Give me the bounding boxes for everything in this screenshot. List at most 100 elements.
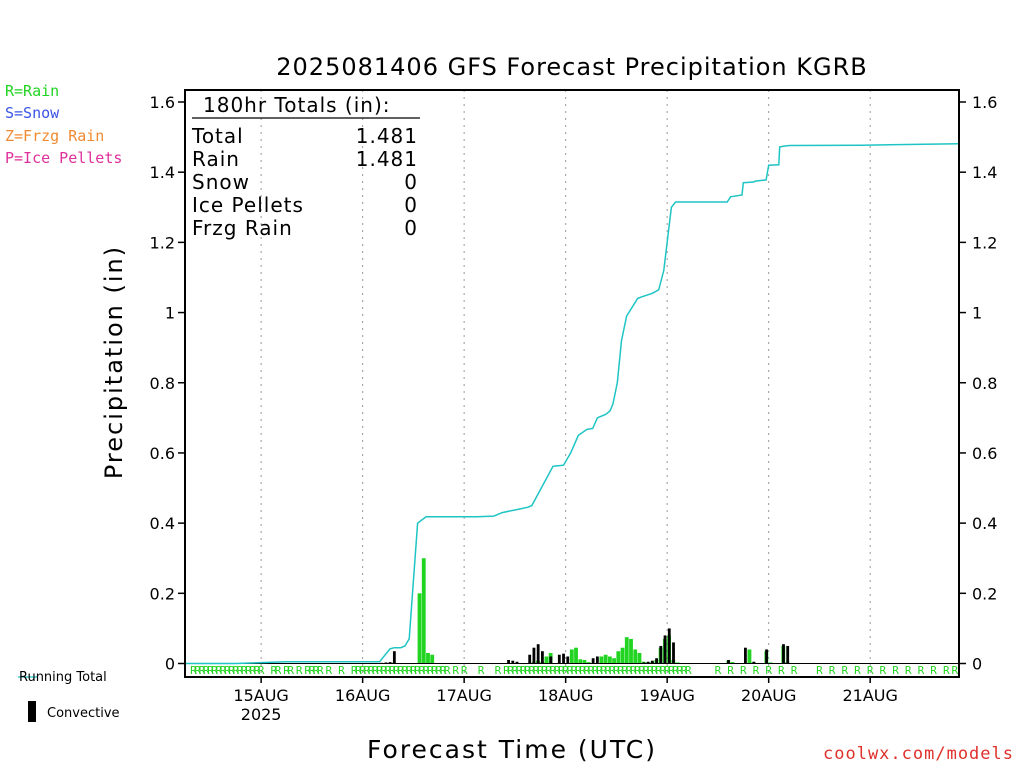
precip-type-marker: R — [816, 664, 823, 677]
precip-type-marker: R — [376, 664, 383, 677]
rain-bar — [544, 656, 549, 664]
precip-type-marker: R — [634, 664, 641, 677]
rain-bar — [586, 662, 591, 664]
precip-type-marker: R — [397, 664, 404, 677]
y-tick-label-left: 0 — [165, 655, 175, 674]
y-tick-label-right: 0 — [972, 655, 982, 674]
convective-bar — [540, 651, 544, 664]
precip-type-marker: R — [283, 664, 290, 677]
precip-type-marker: R — [199, 664, 206, 677]
running-total-series — [185, 143, 960, 665]
precip-type-marker: R — [355, 664, 362, 677]
precip-type-marker: R — [380, 664, 387, 677]
x-tick-label: 18AUG — [538, 686, 593, 705]
precip-type-marker: R — [765, 664, 772, 677]
y-tick-label-left: 0.2 — [150, 584, 175, 603]
convective-bar — [392, 651, 396, 664]
rain-bar — [599, 656, 604, 664]
precip-type-marker: R — [364, 664, 371, 677]
convective-bar — [532, 647, 536, 664]
convective-bar — [786, 645, 790, 664]
precip-type-marker: R — [647, 664, 654, 677]
rain-bar — [426, 652, 430, 664]
precip-type-marker: R — [402, 664, 409, 677]
y-tick-label-left: 1.4 — [150, 163, 175, 182]
y-tick-label-right: 1.6 — [972, 93, 997, 112]
precip-type-marker: R — [613, 664, 620, 677]
precip-type-marker: R — [190, 664, 197, 677]
y-axis-left: 0 0.2 0.4 0.6 0.8 1 1.2 1.4 1.6 — [150, 93, 185, 674]
precip-type-marker: R — [600, 664, 607, 677]
precip-type-marker: R — [583, 664, 590, 677]
precip-type-marker: R — [651, 664, 658, 677]
y-axis-right: 0 0.2 0.4 0.6 0.8 1 1.2 1.4 1.6 — [959, 93, 997, 674]
legend-rain: R=Rain — [5, 82, 60, 100]
convective-bar — [765, 649, 768, 664]
x-axis: 15AUG 16AUG 17AUG 18AUG 19AUG 20AUG 21AUG 2025 — [233, 677, 898, 724]
precip-type-marker: R — [592, 664, 599, 677]
y-tick-label-right: 0.4 — [972, 514, 997, 533]
precip-type-marker: R — [740, 664, 747, 677]
precip-type-marker: R — [778, 664, 785, 677]
totals-row-value: 1.481 — [356, 124, 418, 148]
convective-bar — [667, 628, 671, 664]
rain-bar — [620, 647, 625, 664]
convective-bar — [528, 654, 532, 664]
convective-bar — [650, 660, 654, 664]
convective-legend-label: Convective — [47, 706, 120, 721]
precip-type-marker: R — [533, 664, 540, 677]
precip-type-marker: R — [512, 664, 519, 677]
precip-type-marker: R — [220, 664, 227, 677]
precip-type-marker: R — [258, 664, 265, 677]
precip-type-marker: R — [313, 664, 320, 677]
rain-bar — [624, 637, 629, 664]
precip-type-marker: R — [372, 664, 379, 677]
precip-type-marker: R — [249, 664, 256, 677]
precip-type-marker: R — [309, 664, 316, 677]
x-tick-label: 17AUG — [436, 686, 491, 705]
precip-type-marker: R — [287, 664, 294, 677]
precip-type-marker: R — [541, 664, 548, 677]
precip-type-marker: R — [495, 664, 502, 677]
y-tick-label-left: 1.6 — [150, 93, 175, 112]
y-tick-label-right: 1.4 — [972, 163, 997, 182]
precip-type-marker: R — [892, 664, 899, 677]
precip-type-marker: R — [271, 664, 278, 677]
precip-type-marker: R — [841, 664, 848, 677]
convective-bar — [511, 660, 515, 664]
convective-bar — [727, 659, 730, 664]
precip-type-marker: R — [452, 664, 459, 677]
precip-type-marker: R — [567, 664, 574, 677]
y-tick-label-left: 0.8 — [150, 374, 175, 393]
precip-type-marker: R — [228, 664, 235, 677]
convective-bar — [536, 644, 540, 664]
precip-type-marker: R — [685, 664, 692, 677]
rain-bar — [616, 651, 621, 664]
y-tick-label-left: 1 — [165, 304, 175, 323]
precip-type-marker: R — [588, 664, 595, 677]
totals-row-label: Frzg Rain — [192, 216, 293, 240]
precip-type-marker: R — [216, 664, 223, 677]
precip-type-marker: R — [905, 664, 912, 677]
x-tick-label: 16AUG — [335, 686, 390, 705]
precip-type-marker: R — [338, 664, 345, 677]
precip-type-marker: R — [681, 664, 688, 677]
precip-type-marker: R — [596, 664, 603, 677]
totals-row-label: Rain — [192, 147, 240, 171]
precip-type-marker: R — [304, 664, 311, 677]
precip-type-marker: R — [529, 664, 536, 677]
precip-type-marker: R — [211, 664, 218, 677]
y-tick-label-left: 0.4 — [150, 514, 175, 533]
grid — [260, 90, 871, 677]
totals-row-label: Snow — [192, 170, 250, 194]
precip-type-marker: R — [385, 664, 392, 677]
rain-bar — [574, 647, 578, 664]
convective-bar — [782, 644, 785, 664]
precip-type-marker: R — [677, 664, 684, 677]
convective-bar — [642, 662, 646, 664]
rain-bar — [675, 662, 680, 664]
rain-bar — [612, 658, 617, 664]
precip-type-marker: R — [410, 664, 417, 677]
y-tick-label-right: 0.8 — [972, 374, 997, 393]
precip-type-marker: R — [478, 664, 485, 677]
